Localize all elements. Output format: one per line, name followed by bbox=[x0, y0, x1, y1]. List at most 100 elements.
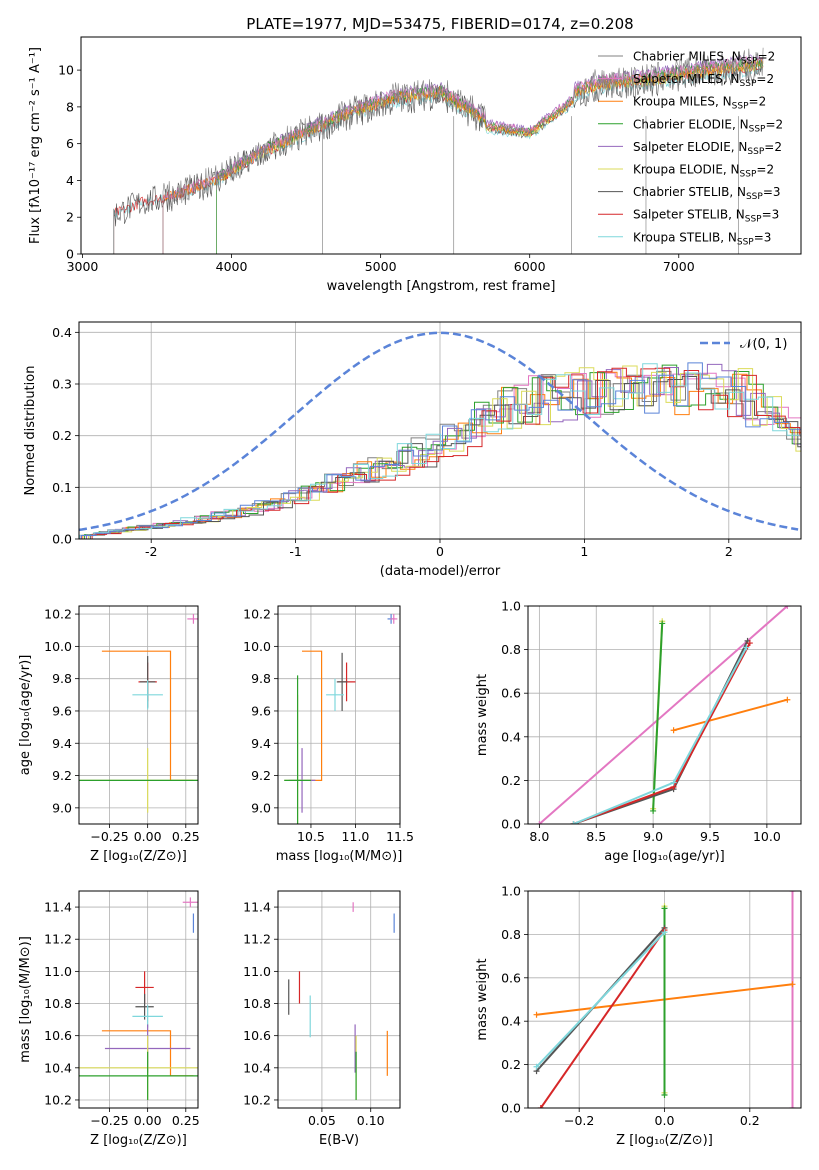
y-tick-label: 0.8 bbox=[501, 642, 521, 657]
y-tick-label: 0.1 bbox=[52, 480, 72, 495]
panel-residuals: -2 -1 0 1 2 0.0 0.1 0.2 0.3 0.4 (data-model)/error… bbox=[23, 321, 802, 579]
x-tick-label: 0 bbox=[436, 544, 444, 559]
x-tick-label: 0.2 bbox=[740, 1113, 760, 1128]
data-point bbox=[336, 652, 348, 711]
y-tick-label: 9.6 bbox=[52, 703, 72, 718]
weight-marker bbox=[661, 905, 668, 912]
y-tick-label: 0.2 bbox=[501, 1057, 521, 1072]
x-tick-label: 0.25 bbox=[172, 829, 200, 844]
axes-frame bbox=[527, 605, 802, 825]
y-tick-label: 10.8 bbox=[243, 996, 271, 1011]
weight-marker bbox=[533, 1063, 540, 1070]
legend-label: 𝒩(0, 1) bbox=[740, 337, 787, 352]
y-tick-label: 10.4 bbox=[243, 1060, 271, 1075]
y-tick-label: 10.8 bbox=[44, 996, 72, 1011]
y-axis-label: mass weight bbox=[475, 674, 490, 756]
x-tick-label: 10.5 bbox=[297, 829, 325, 844]
data-point bbox=[182, 897, 198, 908]
legend-label: Salpeter ELODIE, NSSP=2 bbox=[633, 140, 782, 157]
weight-marker bbox=[537, 1105, 544, 1108]
figure-title: PLATE=1977, MJD=53475, FIBERID=0174, z=0… bbox=[246, 15, 633, 33]
y-tick-label: 10.0 bbox=[243, 639, 271, 654]
y-axis-label: age [log₁₀(age/yr)] bbox=[18, 655, 33, 776]
x-tick-label: 8.0 bbox=[529, 829, 549, 844]
y-tick-label: 8 bbox=[66, 99, 74, 114]
spectrum-series-line bbox=[216, 60, 764, 254]
axes-frame bbox=[80, 36, 802, 255]
y-tick-label: 0.6 bbox=[501, 686, 521, 701]
y-tick-label: 9.6 bbox=[251, 703, 271, 718]
axes-frame bbox=[277, 890, 401, 1109]
y-tick-label: 6 bbox=[66, 136, 74, 151]
plot-area-Z-vs-mass bbox=[79, 897, 198, 1100]
step-line bbox=[302, 650, 323, 781]
spectrum-series-line bbox=[162, 58, 764, 254]
data-point bbox=[390, 614, 398, 624]
y-tick-label: 9.2 bbox=[52, 768, 72, 783]
panel-Z-vs-mass: −0.25 0.00 0.25 10.2 10.4 10.6 10.8 11.0 11.2 11.… bbox=[18, 890, 200, 1148]
spectrum-legend: Chabrier MILES, NSSP=2 Salpeter MILES, NS… bbox=[598, 50, 783, 247]
histogram-series bbox=[81, 362, 801, 539]
x-tick-label: 6000 bbox=[514, 259, 546, 274]
axes-frame bbox=[78, 890, 199, 1109]
data-point bbox=[284, 675, 311, 824]
y-tick-label: 11.0 bbox=[243, 964, 271, 979]
y-tick-label: 0.4 bbox=[501, 729, 521, 744]
legend-label: Kroupa MILES, NSSP=2 bbox=[633, 95, 766, 112]
x-tick-label: 0.0 bbox=[655, 1113, 675, 1128]
y-tick-label: 10.0 bbox=[44, 639, 72, 654]
plot-area-Z-vs-mass-weight bbox=[533, 891, 796, 1108]
x-tick-label: -1 bbox=[289, 544, 301, 559]
x-tick-label: 5000 bbox=[365, 259, 397, 274]
histogram-series bbox=[87, 365, 801, 539]
x-axis-label: Z [log₁₀(Z/Z⊙)] bbox=[90, 849, 187, 864]
y-tick-label: 0.3 bbox=[52, 377, 72, 392]
spectrum-series-line bbox=[162, 47, 764, 254]
panel-age-vs-mass-weight: 8.0 8.5 9.0 9.5 10.0 0.0 0.2 0.4 0.6 0.8 1.0 age [l… bbox=[475, 599, 802, 864]
data-point bbox=[79, 1051, 198, 1100]
plot-area-ebv-vs-mass bbox=[288, 902, 395, 1100]
y-tick-label: 0.0 bbox=[501, 817, 521, 832]
plot-area-age-vs-mass-weight bbox=[536, 606, 791, 824]
weight-series-line bbox=[539, 929, 666, 1108]
panel-spectrum: 3000 4000 5000 6000 7000 0 2 4 6 8 10 wavelength [A… bbox=[28, 36, 802, 294]
y-tick-label: 0.8 bbox=[501, 927, 521, 942]
y-tick-label: 9.2 bbox=[251, 768, 271, 783]
y-tick-label: 1.0 bbox=[501, 884, 521, 899]
x-tick-label: 0.00 bbox=[134, 829, 162, 844]
panel-ebv-vs-mass: 0.05 0.10 10.2 10.4 10.6 10.8 11.0 11.2 11.4 E(B-… bbox=[243, 890, 401, 1148]
y-tick-label: 0.4 bbox=[52, 325, 72, 340]
legend-label: Kroupa ELODIE, NSSP=2 bbox=[633, 163, 774, 180]
panel-mass-vs-age: 10.5 11.0 11.5 9.0 9.2 9.4 9.6 9.8 10.0 10.2 mass … bbox=[243, 605, 414, 864]
y-tick-label: 10.2 bbox=[243, 1092, 271, 1107]
x-tick-label: −0.2 bbox=[564, 1113, 594, 1128]
x-tick-label: 11.5 bbox=[386, 829, 414, 844]
histogram-series bbox=[79, 363, 801, 539]
panel-Z-vs-mass-weight: −0.2 0.0 0.2 0.0 0.2 0.4 0.6 0.8 1.0 Z [log₁₀(Z/Z… bbox=[475, 884, 802, 1148]
weight-marker bbox=[784, 696, 791, 703]
y-tick-label: 10.2 bbox=[243, 607, 271, 622]
histogram-series bbox=[79, 370, 801, 539]
histogram-series bbox=[82, 371, 801, 539]
plot-area-Z-vs-age bbox=[79, 614, 198, 813]
legend-label: Chabrier MILES, NSSP=2 bbox=[633, 50, 775, 67]
weight-series-line bbox=[535, 931, 666, 1068]
y-tick-label: 11.0 bbox=[44, 964, 72, 979]
plot-area-residuals bbox=[79, 331, 801, 539]
x-axis-label: Z [log₁₀(Z/Z⊙)] bbox=[90, 1133, 187, 1148]
weight-marker bbox=[743, 644, 750, 651]
x-tick-label: −0.25 bbox=[90, 829, 128, 844]
y-tick-label: 10.4 bbox=[44, 1060, 72, 1075]
y-tick-label: 0 bbox=[66, 247, 74, 262]
x-tick-label: 8.5 bbox=[586, 829, 606, 844]
data-point bbox=[326, 678, 344, 711]
weight-marker bbox=[789, 981, 796, 988]
y-tick-label: 0.4 bbox=[501, 1014, 521, 1029]
y-tick-label: 1.0 bbox=[501, 599, 521, 614]
x-tick-label: -2 bbox=[145, 544, 157, 559]
y-tick-label: 4 bbox=[66, 173, 74, 188]
axes-frame bbox=[78, 321, 802, 540]
axes-frame bbox=[78, 605, 199, 825]
